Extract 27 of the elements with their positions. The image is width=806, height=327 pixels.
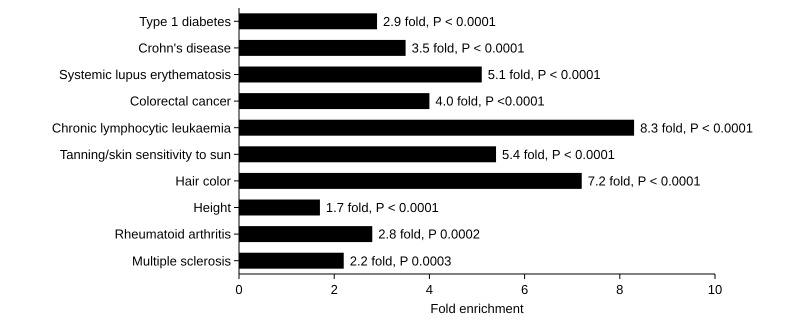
x-axis-title: Fold enrichment (430, 301, 524, 316)
data-label: 2.2 fold, P 0.0003 (350, 253, 452, 268)
data-label: 3.5 fold, P < 0.0001 (412, 40, 524, 56)
x-tick-label: 8 (616, 282, 624, 297)
y-tick-label: Chronic lymphocytic leukaemia (52, 120, 232, 136)
y-tick-label: Type 1 diabetes (139, 14, 232, 29)
x-tick-label: 6 (520, 282, 528, 297)
data-label: 4.0 fold, P <0.0001 (435, 94, 545, 109)
x-tick-label: 2 (330, 282, 338, 297)
data-label: 5.4 fold, P < 0.0001 (502, 146, 615, 162)
y-tick-label: Hair color (175, 173, 232, 188)
data-label: 2.9 fold, P < 0.0001 (383, 14, 496, 29)
data-label: 5.1 fold, P < 0.0001 (488, 67, 601, 82)
data-label: 2.8 fold, P 0.0002 (378, 226, 480, 242)
y-tick-label: Rheumatoid arthritis (114, 226, 232, 242)
data-label: 1.7 fold, P < 0.0001 (326, 200, 439, 216)
y-tick-label: Height (193, 200, 232, 216)
x-tick-label: 0 (235, 282, 243, 297)
y-tick-label: Systemic lupus erythematosis (59, 67, 232, 82)
x-tick-label: 4 (426, 282, 434, 297)
data-label: 8.3 fold, P < 0.0001 (640, 120, 753, 136)
data-label: 7.2 fold, P < 0.0001 (588, 173, 701, 188)
x-tick-label: 10 (708, 282, 722, 297)
y-tick-label: Tanning/skin sensitivity to sun (60, 146, 231, 162)
y-tick-label: Colorectal cancer (130, 94, 232, 109)
y-tick-label: Multiple sclerosis (132, 253, 232, 268)
y-tick-label: Crohn's disease (138, 40, 231, 56)
